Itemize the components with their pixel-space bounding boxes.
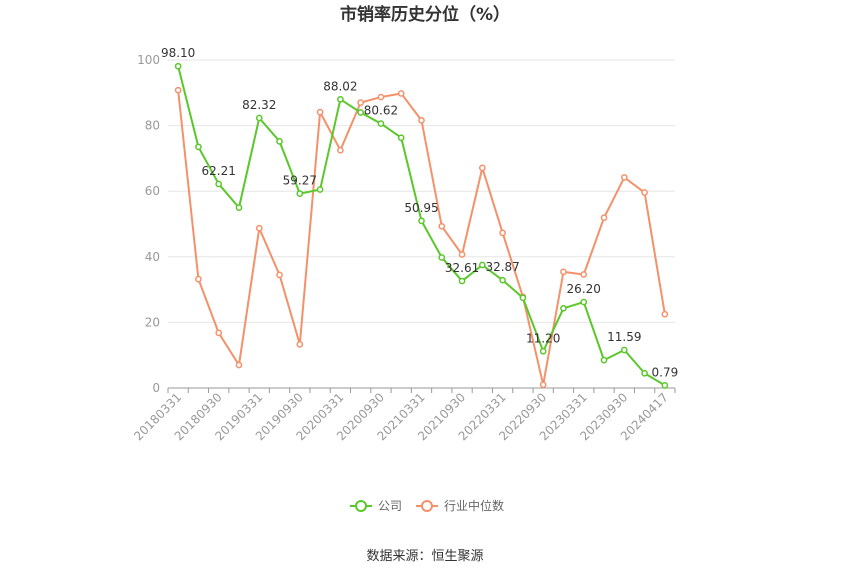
y-tick-label: 60: [145, 184, 160, 198]
data-point[interactable]: [235, 361, 243, 369]
data-point[interactable]: [377, 120, 385, 127]
data-point[interactable]: [276, 271, 283, 279]
legend-marker: [355, 500, 367, 512]
data-point[interactable]: [316, 186, 324, 193]
data-point[interactable]: [478, 261, 486, 269]
data-point[interactable]: [418, 217, 425, 225]
y-tick-label: 40: [145, 250, 160, 264]
chart-title: 市销率历史分位（%）: [340, 4, 510, 25]
data-point[interactable]: [195, 143, 202, 151]
x-axis: 2018033120180930201903312019093020200331…: [131, 387, 676, 443]
legend-item[interactable]: 公司: [350, 499, 402, 513]
data-label: 0.79: [652, 365, 679, 379]
legend-item[interactable]: 行业中位数: [416, 498, 504, 513]
data-labels: 98.10 62.21 82.32 59.27 88.02 80.62 50.95 32.61…: [161, 46, 678, 379]
data-point[interactable]: [235, 204, 243, 211]
data-point[interactable]: [458, 251, 466, 258]
data-point[interactable]: [296, 341, 304, 348]
data-point[interactable]: [478, 164, 486, 172]
data-source: 数据来源：恒生聚源: [366, 549, 483, 564]
data-point[interactable]: [397, 134, 405, 142]
data-point[interactable]: [620, 174, 628, 181]
legend-label: 公司: [378, 499, 402, 513]
data-point[interactable]: [539, 347, 547, 355]
data-label: 11.20: [526, 331, 560, 345]
data-point[interactable]: [580, 271, 588, 278]
data-label: 32.61: [445, 261, 479, 275]
y-tick-label: 20: [145, 315, 160, 329]
data-label: 88.02: [323, 79, 357, 93]
data-point[interactable]: [215, 180, 223, 188]
data-point[interactable]: [661, 310, 669, 318]
data-point[interactable]: [377, 93, 385, 101]
data-point[interactable]: [560, 304, 567, 312]
series-0: [174, 62, 669, 389]
series-line: [177, 65, 666, 387]
data-point[interactable]: [458, 277, 466, 285]
data-point[interactable]: [661, 382, 669, 389]
data-point[interactable]: [600, 356, 608, 364]
data-label: 59.27: [283, 174, 317, 188]
legend-label: 行业中位数: [444, 498, 504, 513]
data-label: 32.87: [485, 260, 519, 274]
data-label: 62.21: [202, 164, 236, 178]
data-point[interactable]: [276, 137, 283, 145]
y-tick-label: 0: [152, 381, 160, 395]
data-point[interactable]: [255, 114, 263, 122]
data-point[interactable]: [296, 190, 304, 197]
data-label: 98.10: [161, 46, 195, 60]
data-point[interactable]: [357, 99, 365, 106]
data-point[interactable]: [519, 294, 527, 302]
series-layer: [174, 62, 669, 389]
data-point[interactable]: [337, 146, 344, 154]
data-point[interactable]: [438, 222, 446, 230]
data-point[interactable]: [397, 90, 405, 97]
data-point[interactable]: [337, 95, 344, 103]
legend[interactable]: 公司 行业中位数: [350, 498, 504, 513]
data-point[interactable]: [357, 109, 365, 116]
data-point[interactable]: [620, 346, 628, 354]
data-label: 50.95: [404, 201, 438, 215]
data-point[interactable]: [215, 329, 223, 337]
data-label: 80.62: [364, 104, 398, 118]
data-point[interactable]: [641, 369, 648, 377]
data-label: 26.20: [567, 282, 601, 296]
data-point[interactable]: [641, 189, 648, 196]
data-point[interactable]: [316, 108, 324, 116]
y-tick-label: 100: [137, 53, 160, 67]
data-point[interactable]: [255, 224, 263, 232]
series-1: [174, 86, 669, 389]
data-point[interactable]: [418, 117, 425, 124]
data-label: 11.59: [607, 330, 641, 344]
data-point[interactable]: [539, 381, 547, 389]
data-point[interactable]: [600, 214, 608, 222]
data-label: 82.32: [242, 98, 276, 112]
data-point[interactable]: [580, 298, 588, 306]
data-point[interactable]: [195, 275, 202, 283]
y-axis-ticks: 0 20 40 60 80 100: [137, 53, 160, 395]
data-point[interactable]: [174, 62, 182, 70]
y-tick-label: 80: [145, 119, 160, 133]
legend-marker: [421, 500, 433, 512]
data-point[interactable]: [560, 268, 567, 276]
data-point[interactable]: [438, 254, 446, 261]
data-point[interactable]: [499, 229, 506, 237]
data-point[interactable]: [174, 86, 182, 94]
data-point[interactable]: [499, 276, 506, 284]
series-line: [177, 90, 666, 386]
